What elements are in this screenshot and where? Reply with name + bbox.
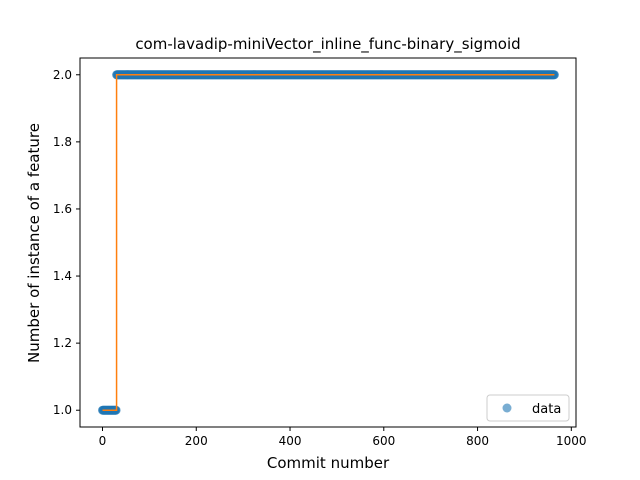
x-axis-label: Commit number — [267, 454, 390, 472]
x-tick-label: 1000 — [556, 434, 587, 448]
y-axis-label: Number of instance of a feature — [25, 123, 43, 363]
x-axis-ticks: 0 200 400 600 800 1000 — [99, 427, 587, 448]
y-tick-label: 1.0 — [53, 403, 72, 417]
y-axis-ticks: 1.0 1.2 1.4 1.6 1.8 2.0 — [53, 68, 80, 417]
x-tick-label: 600 — [372, 434, 395, 448]
legend-box — [486, 394, 570, 422]
chart-title: com-lavadip-miniVector_inline_func-binar… — [135, 35, 520, 54]
y-tick-label: 1.6 — [53, 202, 72, 216]
y-tick-label: 2.0 — [53, 68, 72, 82]
legend-marker-data — [502, 403, 512, 413]
legend-label-data: data — [532, 402, 561, 417]
x-tick-label: 200 — [185, 434, 208, 448]
legend: data — [486, 394, 570, 422]
plot-marks — [98, 70, 559, 415]
step-line — [102, 74, 555, 411]
x-tick-label: 0 — [99, 434, 107, 448]
x-tick-label: 800 — [466, 434, 489, 448]
x-tick-label: 400 — [279, 434, 302, 448]
y-tick-label: 1.4 — [53, 269, 72, 283]
plot-frame — [79, 57, 577, 428]
y-tick-label: 1.8 — [53, 135, 72, 149]
y-tick-label: 1.2 — [53, 336, 72, 350]
